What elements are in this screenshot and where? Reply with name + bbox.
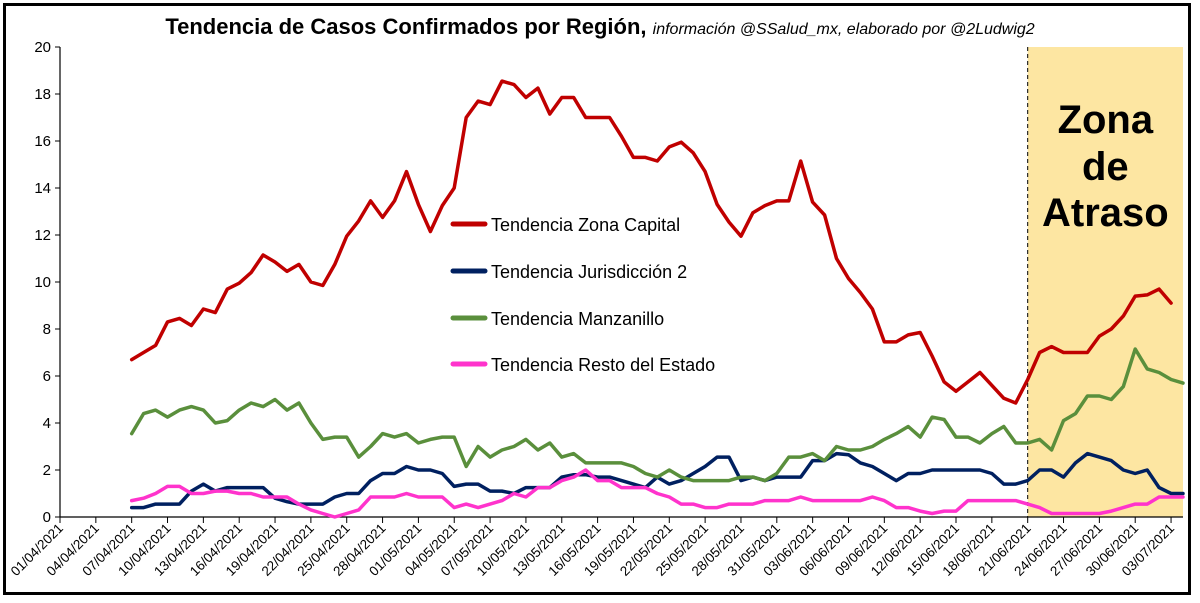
legend-label-tendencia-jurisdiccion-2: Tendencia Jurisdicción 2	[491, 262, 687, 282]
y-tick-label: 16	[34, 133, 51, 150]
y-tick-label: 0	[43, 509, 51, 526]
series-line-tendencia-resto-del-estado	[129, 468, 1185, 519]
series-line-tendencia-manzanillo	[129, 347, 1185, 483]
legend-label-tendencia-manzanillo: Tendencia Manzanillo	[491, 309, 664, 329]
legend-label-tendencia-zona-capital: Tendencia Zona Capital	[491, 215, 680, 235]
shaded-zone	[1027, 47, 1183, 517]
chart-frame	[3, 3, 1191, 595]
y-tick-label: 18	[34, 86, 51, 103]
y-tick-label: 4	[43, 415, 51, 432]
zone-label-line: Atraso	[1042, 191, 1169, 235]
y-tick-label: 8	[43, 321, 51, 338]
legend-label-tendencia-resto-del-estado: Tendencia Resto del Estado	[491, 355, 715, 375]
y-tick-label: 2	[43, 462, 51, 479]
y-tick-label: 14	[34, 180, 51, 197]
y-tick-label: 20	[34, 39, 51, 56]
series-line-tendencia-zona-capital	[129, 79, 1173, 405]
zone-label-line: de	[1082, 145, 1129, 189]
y-tick-label: 6	[43, 368, 51, 385]
chart-title-block: Tendencia de Casos Confirmados por Regió…	[0, 14, 1200, 40]
chart-title: Tendencia de Casos Confirmados por Regió…	[165, 14, 647, 39]
y-tick-label: 10	[34, 274, 51, 291]
y-tick-label: 12	[34, 227, 51, 244]
chart-subtitle: información @SSalud_mx, elaborado por @2…	[652, 21, 1035, 38]
zone-label-line: Zona	[1058, 98, 1154, 142]
